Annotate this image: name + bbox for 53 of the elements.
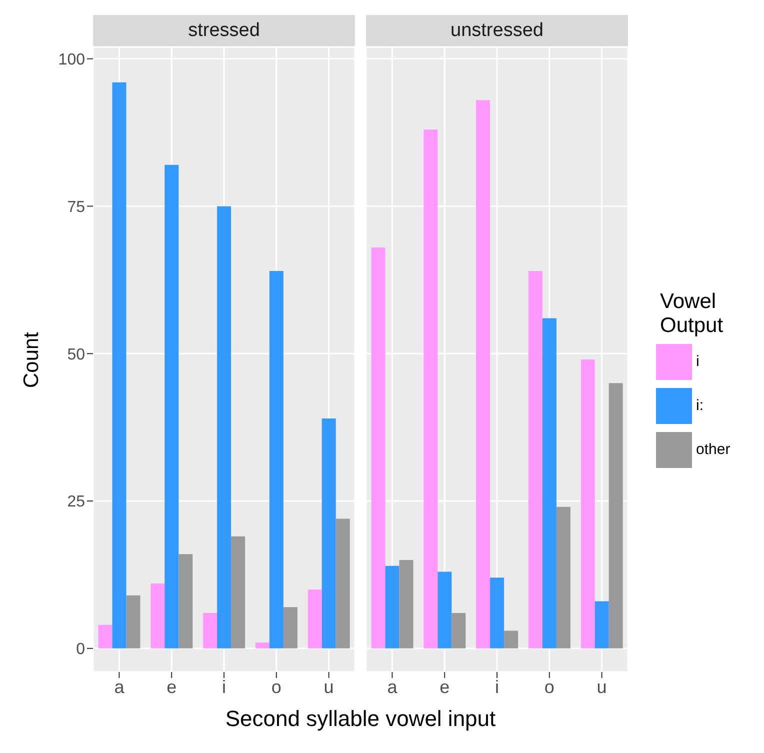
- y-tick-label: 50: [67, 346, 86, 364]
- bar: [126, 595, 140, 648]
- bar: [452, 613, 466, 648]
- bar: [164, 164, 179, 648]
- y-tick-label: 75: [67, 198, 86, 216]
- chart-title: unstressed: [366, 15, 628, 47]
- bar: [217, 206, 232, 648]
- bar: [283, 607, 298, 648]
- bar: [112, 82, 126, 648]
- bar: [322, 418, 336, 648]
- x-tick-label: e: [166, 676, 177, 697]
- y-tick-label: 100: [58, 51, 86, 68]
- bar: [528, 271, 542, 648]
- legend-title: Vowel Output: [660, 290, 724, 338]
- legend-label: i: [696, 352, 700, 372]
- bar: [556, 506, 570, 648]
- y-tick-label: 25: [67, 494, 86, 511]
- x-tick-label: o: [544, 676, 554, 697]
- chart-title: stressed: [93, 15, 355, 47]
- x-tick-label: e: [440, 676, 450, 697]
- y-tick-label: 0: [76, 641, 86, 658]
- bar: [150, 584, 165, 648]
- bar: [336, 518, 350, 648]
- bar: [269, 271, 284, 648]
- bar: [371, 247, 386, 648]
- bar: [580, 360, 595, 648]
- bar: [231, 536, 246, 648]
- x-tick-label: u: [596, 676, 607, 697]
- bar: [178, 554, 193, 648]
- bar: [608, 383, 623, 648]
- bar: [203, 613, 218, 648]
- bar: [255, 642, 270, 648]
- bar: [490, 578, 504, 648]
- x-axis-title: Second syllable vowel input: [224, 706, 497, 732]
- x-tick-label: o: [271, 676, 282, 697]
- bar: [542, 318, 556, 648]
- legend-label: other: [696, 440, 730, 460]
- bar: [504, 630, 518, 648]
- x-tick-label: a: [387, 676, 398, 697]
- bar: [438, 572, 452, 648]
- x-tick-label: u: [324, 676, 334, 697]
- x-tick-label: a: [114, 676, 126, 697]
- x-tick-label: i: [495, 676, 499, 697]
- bar: [594, 601, 609, 648]
- y-axis-title: Count: [20, 331, 44, 388]
- x-tick-label: i: [222, 676, 226, 697]
- legend-label: i:: [696, 396, 704, 416]
- bar: [98, 624, 112, 648]
- bar: [399, 560, 414, 648]
- bar: [385, 566, 400, 648]
- bar: [476, 100, 490, 648]
- bar: [308, 589, 322, 648]
- bar: [424, 130, 438, 648]
